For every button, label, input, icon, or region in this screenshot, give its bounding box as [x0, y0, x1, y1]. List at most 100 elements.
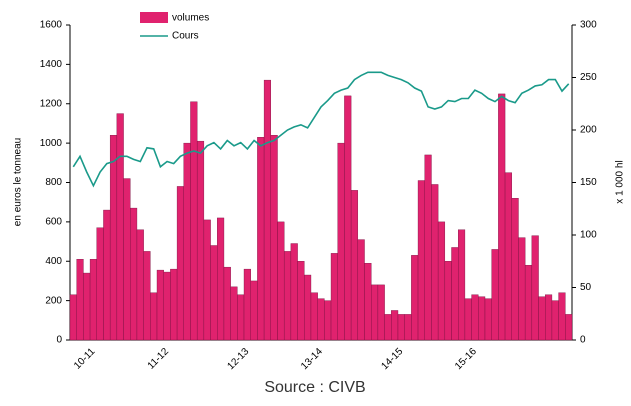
bar	[558, 292, 566, 341]
bar	[136, 229, 144, 341]
y-tick-label: 1600	[40, 20, 63, 31]
y2-tick-label: 50	[580, 282, 592, 293]
bar	[377, 284, 385, 341]
bar	[518, 237, 526, 341]
bar	[484, 298, 492, 341]
bar	[203, 219, 211, 341]
y2-tick-label: 250	[580, 72, 597, 83]
x-tick-label: 10-11	[72, 346, 98, 372]
bar	[230, 286, 238, 341]
bar	[424, 154, 432, 341]
y2-tick-label: 300	[580, 20, 597, 31]
bar	[277, 221, 285, 341]
bar	[116, 113, 124, 341]
bar	[130, 207, 138, 341]
bar	[103, 209, 111, 341]
bar	[89, 259, 97, 341]
bar	[190, 101, 198, 341]
y2-tick-label: 150	[580, 177, 597, 188]
bar	[297, 261, 305, 341]
bar	[437, 221, 446, 341]
bar	[551, 300, 559, 341]
y-tick-label: 800	[45, 177, 62, 188]
bar	[404, 314, 412, 341]
bar	[76, 259, 84, 341]
bar	[451, 247, 459, 341]
legend-swatch	[140, 12, 168, 23]
x-tick-label: 14-15	[379, 346, 405, 372]
y-tick-label: 600	[45, 217, 62, 228]
y-tick-label: 1000	[40, 138, 63, 149]
bar	[196, 140, 205, 341]
bar	[109, 135, 118, 341]
bar	[310, 292, 318, 341]
bar	[504, 172, 512, 341]
y-tick-label: 200	[45, 295, 62, 306]
bar	[531, 235, 539, 341]
bar	[150, 292, 158, 341]
bar	[83, 272, 91, 341]
bar	[183, 142, 191, 341]
y-tick-label: 1400	[40, 59, 63, 70]
y2-axis-label: x 1 000 hl	[615, 160, 626, 203]
bar	[444, 261, 452, 341]
bar	[364, 263, 372, 341]
bar	[397, 314, 405, 341]
legend-label: volumes	[172, 13, 209, 24]
bar	[350, 190, 359, 341]
bar	[176, 186, 184, 341]
y-tick-label: 0	[56, 335, 62, 346]
bar	[471, 294, 479, 341]
bar	[250, 280, 258, 341]
x-tick-label: 11-12	[146, 346, 172, 372]
bar	[290, 243, 298, 341]
bar	[210, 245, 218, 341]
bar	[431, 184, 439, 341]
bar	[545, 294, 553, 341]
bar	[464, 298, 472, 341]
bar	[491, 249, 499, 341]
bar	[170, 268, 178, 341]
y-tick-label: 1200	[40, 98, 63, 109]
bar	[538, 296, 546, 341]
bar	[217, 217, 225, 341]
bar	[384, 314, 392, 341]
y-axis-label: en euros le tonneau	[13, 138, 24, 226]
bar	[163, 271, 171, 341]
bar	[337, 142, 345, 341]
x-tick-label: 12-13	[225, 346, 251, 372]
y2-tick-label: 100	[580, 230, 597, 241]
bar	[324, 300, 332, 341]
bar	[304, 274, 312, 341]
bar	[511, 198, 519, 341]
bar	[263, 79, 271, 341]
bar	[317, 298, 325, 341]
bar	[123, 178, 131, 341]
bar	[223, 266, 231, 341]
bar	[411, 255, 419, 341]
bar	[237, 294, 245, 341]
bar	[156, 269, 164, 341]
bar	[371, 284, 379, 341]
bar	[458, 229, 466, 341]
bar	[243, 268, 251, 341]
bar	[69, 294, 77, 341]
source: Source : CIVB	[264, 379, 365, 396]
bar	[417, 180, 425, 341]
x-tick-label: 15-16	[453, 346, 479, 372]
bar	[565, 314, 573, 341]
bar	[478, 296, 486, 341]
x-tick-label: 13-14	[299, 346, 325, 372]
y-tick-label: 400	[45, 256, 62, 267]
bar	[344, 95, 352, 341]
bar	[283, 251, 292, 341]
bar	[357, 239, 365, 341]
bar	[270, 135, 278, 341]
bar	[143, 251, 151, 341]
bar	[257, 137, 265, 341]
bar	[330, 253, 338, 341]
bar	[391, 310, 399, 341]
bar	[498, 93, 506, 341]
bar	[524, 264, 533, 341]
line	[72, 71, 570, 188]
